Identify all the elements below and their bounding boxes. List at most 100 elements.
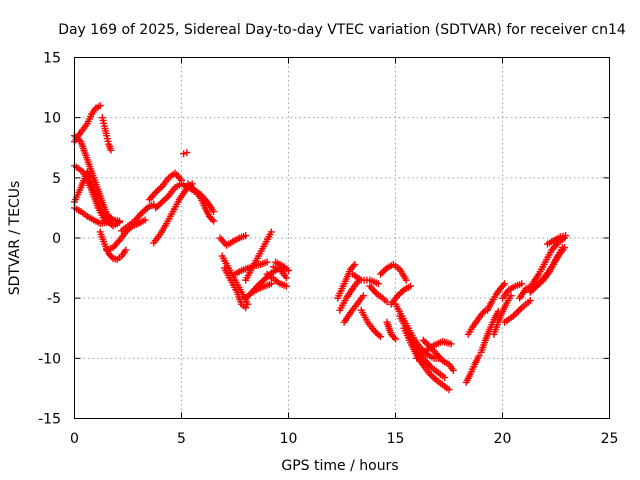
x-tick-label: 0 xyxy=(70,431,79,447)
series-arc xyxy=(419,336,457,374)
data-point xyxy=(242,304,250,312)
series-arc xyxy=(349,270,382,288)
series-arc xyxy=(216,232,250,249)
series-arc xyxy=(263,270,290,290)
y-tick-label: -15 xyxy=(38,412,61,428)
data-point xyxy=(447,340,455,348)
data-point xyxy=(480,308,488,316)
data-point xyxy=(518,280,526,288)
series-arc xyxy=(490,292,515,338)
series-arc xyxy=(366,282,391,306)
data-point xyxy=(285,266,292,274)
data-point xyxy=(449,366,457,374)
y-tick-label: -10 xyxy=(38,351,61,367)
data-point xyxy=(516,305,524,313)
data-point xyxy=(108,253,116,261)
series-arc xyxy=(377,260,410,284)
data-point xyxy=(163,193,171,201)
y-tick-label: -5 xyxy=(47,291,61,307)
data-point xyxy=(180,150,188,158)
series-arc xyxy=(150,180,196,247)
data-point xyxy=(398,287,406,295)
data-point xyxy=(374,280,382,288)
series-arc xyxy=(152,180,198,212)
series-arc xyxy=(98,114,115,154)
data-point xyxy=(183,149,191,157)
data-point xyxy=(402,276,410,284)
x-tick-label: 5 xyxy=(177,431,186,447)
series-arc xyxy=(357,306,385,341)
series-arc xyxy=(220,264,250,312)
data-point xyxy=(501,280,509,288)
data-point xyxy=(142,205,150,213)
y-tick-label: 5 xyxy=(52,171,61,187)
data-point xyxy=(475,352,483,360)
x-axis-label: GPS time / hours xyxy=(281,458,398,474)
series-arc xyxy=(272,258,292,274)
data-point xyxy=(189,184,197,192)
data-point xyxy=(507,292,515,300)
series-arc xyxy=(484,280,509,314)
series-arc xyxy=(464,306,489,338)
data-point xyxy=(267,228,275,236)
data-point xyxy=(210,208,218,216)
data-point xyxy=(157,184,165,192)
data-point xyxy=(392,335,399,343)
axis-ticks: 0 5 10 15 20 25 -15 -10 -5 0 5 10 15 xyxy=(38,51,618,448)
data-point xyxy=(247,290,255,298)
data-point xyxy=(282,282,290,290)
data-point xyxy=(107,146,115,154)
series-arc xyxy=(103,216,149,254)
data-point xyxy=(351,260,359,268)
chart-title: Day 169 of 2025, Sidereal Day-to-day VTE… xyxy=(58,22,626,38)
data-point xyxy=(441,374,449,382)
series-arc xyxy=(340,292,367,326)
data-point xyxy=(349,262,357,270)
y-axis-label: SDTVAR / TECUs xyxy=(7,181,23,296)
series-arc xyxy=(334,260,359,302)
data-point xyxy=(514,307,522,315)
data-point xyxy=(526,297,534,305)
data-point xyxy=(445,386,453,394)
series-arc xyxy=(541,244,569,281)
data-point xyxy=(208,216,216,224)
y-tick-label: 15 xyxy=(43,51,61,67)
data-point xyxy=(242,232,250,240)
y-tick-label: 10 xyxy=(43,111,61,127)
data-point xyxy=(267,280,275,288)
data-point xyxy=(244,300,252,308)
data-point xyxy=(406,282,414,290)
data-point xyxy=(359,292,367,300)
data-point xyxy=(263,258,271,266)
x-tick-label: 15 xyxy=(387,431,405,447)
data-point xyxy=(122,246,130,254)
data-point xyxy=(115,217,123,225)
data-point xyxy=(375,331,383,339)
series-arc xyxy=(462,352,483,386)
data-point xyxy=(381,266,389,274)
data-point xyxy=(210,217,218,225)
series-arc xyxy=(543,232,570,248)
series-arc xyxy=(192,188,218,225)
series-arc xyxy=(71,102,104,146)
series-arc xyxy=(242,280,275,302)
x-tick-label: 20 xyxy=(494,431,512,447)
data-point xyxy=(499,281,507,289)
series-arc xyxy=(501,297,534,326)
data-point xyxy=(96,102,104,110)
series-arc xyxy=(383,318,399,343)
series-arc xyxy=(145,169,185,203)
series-arc xyxy=(71,204,123,228)
series-arc xyxy=(387,282,414,308)
data-point xyxy=(282,274,290,282)
data-point xyxy=(561,244,569,252)
data-point xyxy=(511,311,519,319)
data-point xyxy=(377,333,385,341)
data-point xyxy=(538,278,546,286)
x-tick-label: 10 xyxy=(280,431,298,447)
data-point xyxy=(383,298,391,306)
series-arc xyxy=(231,258,271,278)
series-arc xyxy=(118,200,158,235)
series-arc xyxy=(499,280,526,302)
